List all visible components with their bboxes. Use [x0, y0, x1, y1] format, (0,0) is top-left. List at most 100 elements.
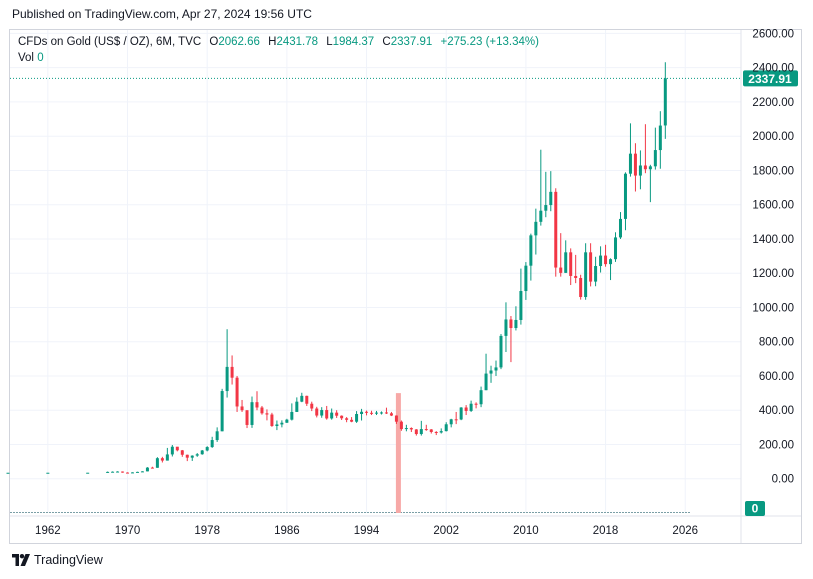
- candle-body[interactable]: [439, 431, 443, 433]
- candle-body[interactable]: [111, 471, 115, 473]
- candle-body[interactable]: [618, 218, 622, 238]
- candle-body[interactable]: [285, 419, 289, 423]
- candle-body[interactable]: [409, 428, 413, 430]
- candle-body[interactable]: [464, 407, 468, 411]
- candle-body[interactable]: [499, 335, 503, 368]
- candle-body[interactable]: [200, 450, 204, 455]
- candle-body[interactable]: [384, 412, 388, 414]
- candle-body[interactable]: [305, 395, 309, 404]
- candle-body[interactable]: [504, 319, 508, 336]
- candle-body[interactable]: [394, 415, 398, 422]
- candle-body[interactable]: [126, 472, 130, 474]
- candle-body[interactable]: [190, 455, 194, 458]
- candle-body[interactable]: [589, 252, 593, 282]
- candle-body[interactable]: [165, 454, 169, 461]
- candle-body[interactable]: [389, 413, 393, 416]
- candle-body[interactable]: [310, 403, 314, 409]
- candle-body[interactable]: [370, 412, 374, 414]
- candle-body[interactable]: [175, 446, 179, 451]
- candle-body[interactable]: [544, 205, 548, 211]
- candle-body[interactable]: [539, 210, 543, 222]
- candle-body[interactable]: [628, 153, 632, 174]
- candle-body[interactable]: [564, 252, 568, 273]
- candle-body[interactable]: [429, 429, 433, 432]
- candle-body[interactable]: [379, 412, 383, 414]
- candle-body[interactable]: [519, 291, 523, 320]
- candle-body[interactable]: [638, 165, 642, 176]
- candle-body[interactable]: [210, 440, 214, 448]
- candle-body[interactable]: [160, 458, 164, 461]
- candle-body[interactable]: [145, 467, 149, 472]
- candle-body[interactable]: [325, 410, 329, 419]
- candle-body[interactable]: [648, 166, 652, 170]
- candle-body[interactable]: [270, 414, 274, 426]
- chart-frame[interactable]: [9, 29, 802, 544]
- candle-body[interactable]: [663, 78, 667, 126]
- candle-body[interactable]: [489, 370, 493, 374]
- candle-body[interactable]: [255, 402, 259, 408]
- candle-body[interactable]: [414, 429, 418, 435]
- candle-body[interactable]: [135, 471, 139, 473]
- candle-body[interactable]: [195, 454, 199, 456]
- candle-body[interactable]: [235, 377, 239, 407]
- candle-body[interactable]: [330, 412, 334, 419]
- candle-body[interactable]: [404, 428, 408, 430]
- candle-body[interactable]: [424, 429, 428, 431]
- candle-body[interactable]: [574, 275, 578, 279]
- candle-body[interactable]: [185, 454, 189, 458]
- candle-body[interactable]: [260, 407, 264, 414]
- candle-body[interactable]: [280, 422, 284, 425]
- candle-body[interactable]: [240, 406, 244, 411]
- candle-body[interactable]: [579, 278, 583, 298]
- candle-body[interactable]: [529, 235, 533, 266]
- candle-body[interactable]: [340, 415, 344, 419]
- candle-body[interactable]: [374, 412, 378, 414]
- volume-legend[interactable]: Vol 0: [18, 52, 44, 64]
- candle-body[interactable]: [290, 411, 294, 420]
- candle-body[interactable]: [419, 429, 423, 435]
- candle-body[interactable]: [633, 153, 637, 176]
- candle-body[interactable]: [479, 390, 483, 405]
- candle-body[interactable]: [365, 411, 369, 413]
- candle-body[interactable]: [469, 403, 473, 411]
- symbol-legend[interactable]: CFDs on Gold (US$ / OZ), 6M, TVC O2062.6…: [18, 36, 539, 48]
- candle-body[interactable]: [514, 319, 518, 329]
- candle-body[interactable]: [549, 191, 553, 206]
- candle-body[interactable]: [300, 395, 304, 402]
- candle-body[interactable]: [643, 165, 647, 170]
- candle-body[interactable]: [584, 252, 588, 298]
- candle-body[interactable]: [449, 419, 453, 425]
- candle-body[interactable]: [245, 410, 249, 425]
- candle-body[interactable]: [155, 458, 159, 468]
- candle-body[interactable]: [559, 267, 563, 273]
- candle-body[interactable]: [180, 450, 184, 455]
- candle-body[interactable]: [116, 471, 120, 473]
- candle-body[interactable]: [6, 472, 10, 474]
- candle-body[interactable]: [454, 419, 458, 421]
- candle-body[interactable]: [295, 401, 299, 412]
- candle-body[interactable]: [569, 252, 573, 276]
- candle-body[interactable]: [434, 431, 438, 433]
- candle-body[interactable]: [86, 472, 90, 474]
- candle-body[interactable]: [474, 403, 478, 405]
- candle-body[interactable]: [320, 410, 324, 416]
- candle-body[interactable]: [554, 191, 558, 268]
- candle-body[interactable]: [614, 237, 618, 260]
- candle-body[interactable]: [484, 373, 488, 391]
- candle-body[interactable]: [399, 421, 403, 430]
- candle-body[interactable]: [130, 472, 134, 474]
- candle-body[interactable]: [205, 447, 209, 451]
- candle-body[interactable]: [315, 408, 319, 416]
- volume-bar[interactable]: [395, 393, 401, 513]
- candle-body[interactable]: [658, 125, 662, 151]
- candle-body[interactable]: [599, 255, 603, 267]
- candle-body[interactable]: [534, 221, 538, 236]
- candle-body[interactable]: [220, 391, 224, 432]
- candle-body[interactable]: [609, 259, 613, 265]
- candle-body[interactable]: [509, 319, 513, 329]
- candle-body[interactable]: [230, 366, 234, 378]
- candle-body[interactable]: [215, 431, 219, 441]
- candle-body[interactable]: [150, 467, 154, 469]
- candle-body[interactable]: [265, 413, 269, 415]
- candle-body[interactable]: [275, 424, 279, 426]
